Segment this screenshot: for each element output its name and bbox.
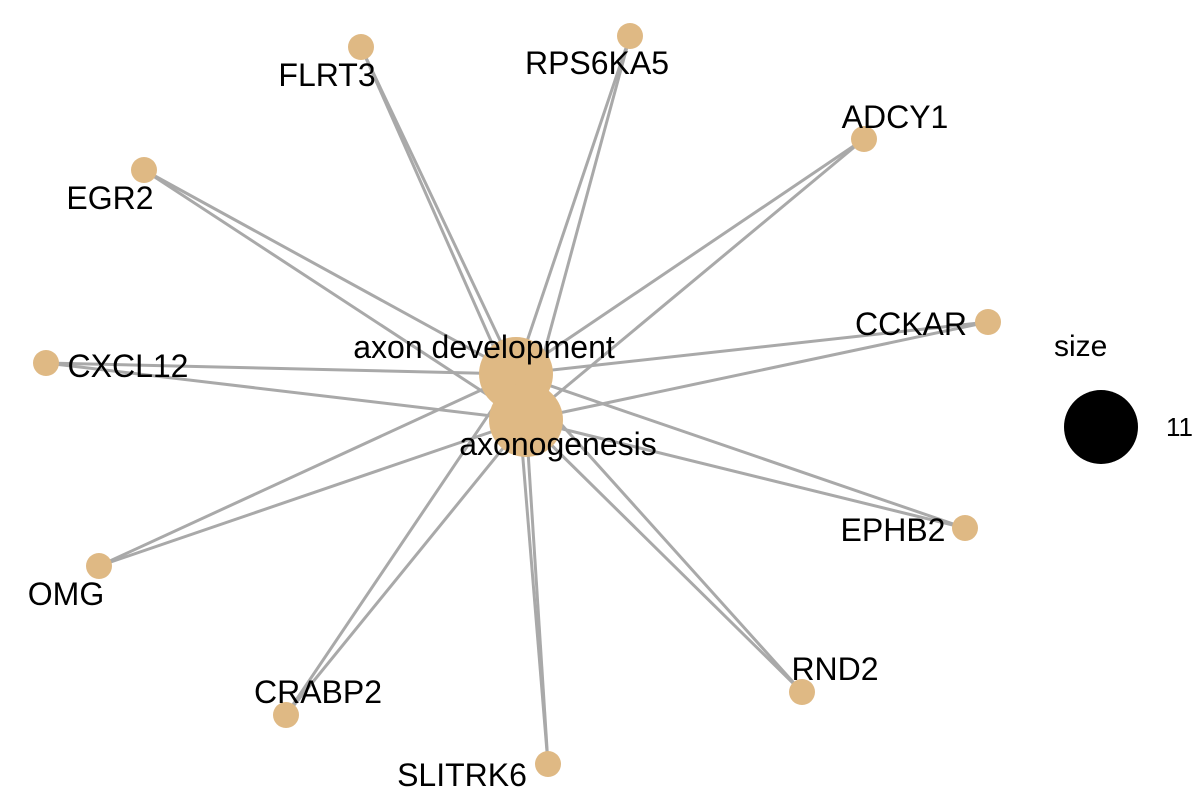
edge-crabp2-axon-development [284,373,518,716]
gene-node-rps6ka5 [617,23,643,49]
gene-label-flrt3: FLRT3 [278,57,375,93]
gene-label-rps6ka5: RPS6KA5 [525,45,669,81]
gene-node-cckar [975,309,1001,335]
gene-node-slitrk6 [535,751,561,777]
edge-cxcl12-axonogenesis [45,361,527,422]
gene-node-cxcl12 [33,350,59,376]
legend-title: size [1054,330,1107,363]
edge-ephb2-axon-development [515,372,966,530]
gene-label-slitrk6: SLITRK6 [397,757,527,793]
hub-node-axonogenesis [489,383,563,457]
gene-node-egr2 [131,157,157,183]
edge-omg-axon-development [98,372,517,568]
nodes-layer [33,23,1001,777]
gene-label-omg: OMG [28,576,104,612]
legend-size-value: 11 [1166,412,1193,442]
edge-egr2-axonogenesis [143,168,527,422]
edge-adcy1-axonogenesis [525,137,865,422]
hub-label-axon-development: axon development [353,329,615,365]
edge-egr2-axon-development [143,168,517,376]
edge-ephb2-axonogenesis [525,418,966,530]
gene-node-flrt3 [348,34,374,60]
gene-label-adcy1: ADCY1 [842,99,949,135]
gene-node-crabp2 [273,702,299,728]
gene-node-ephb2 [952,515,978,541]
edge-rnd2-axon-development [514,372,804,694]
gene-node-omg [86,553,112,579]
gene-label-crabp2: CRABP2 [254,674,382,710]
edge-crabp2-axonogenesis [284,419,528,716]
edge-cckar-axon-development [515,320,989,376]
edges-layer [45,35,989,765]
edge-adcy1-axon-development [515,137,865,376]
edge-omg-axonogenesis [98,418,527,568]
gene-node-rnd2 [789,679,815,705]
edge-slitrk6-axonogenesis [524,419,550,765]
gene-label-cxcl12: CXCL12 [68,348,189,384]
legend-size-marker [1064,390,1138,464]
edge-rnd2-axonogenesis [524,418,804,694]
hub-label-axonogenesis: axonogenesis [459,426,656,462]
gene-label-egr2: EGR2 [66,180,153,216]
edge-rps6ka5-axon-development [514,35,632,375]
edge-cxcl12-axon-development [45,361,517,376]
edge-flrt3-axon-development [359,46,518,375]
size-legend: size 11 [1054,330,1193,464]
gene-label-cckar: CCKAR [855,306,967,342]
labels-layer: axon development axonogenesis FLRT3 RPS6KA5… [28,45,967,793]
gene-node-adcy1 [851,126,877,152]
gene-label-ephb2: EPHB2 [841,512,946,548]
gene-label-rnd2: RND2 [791,651,878,687]
